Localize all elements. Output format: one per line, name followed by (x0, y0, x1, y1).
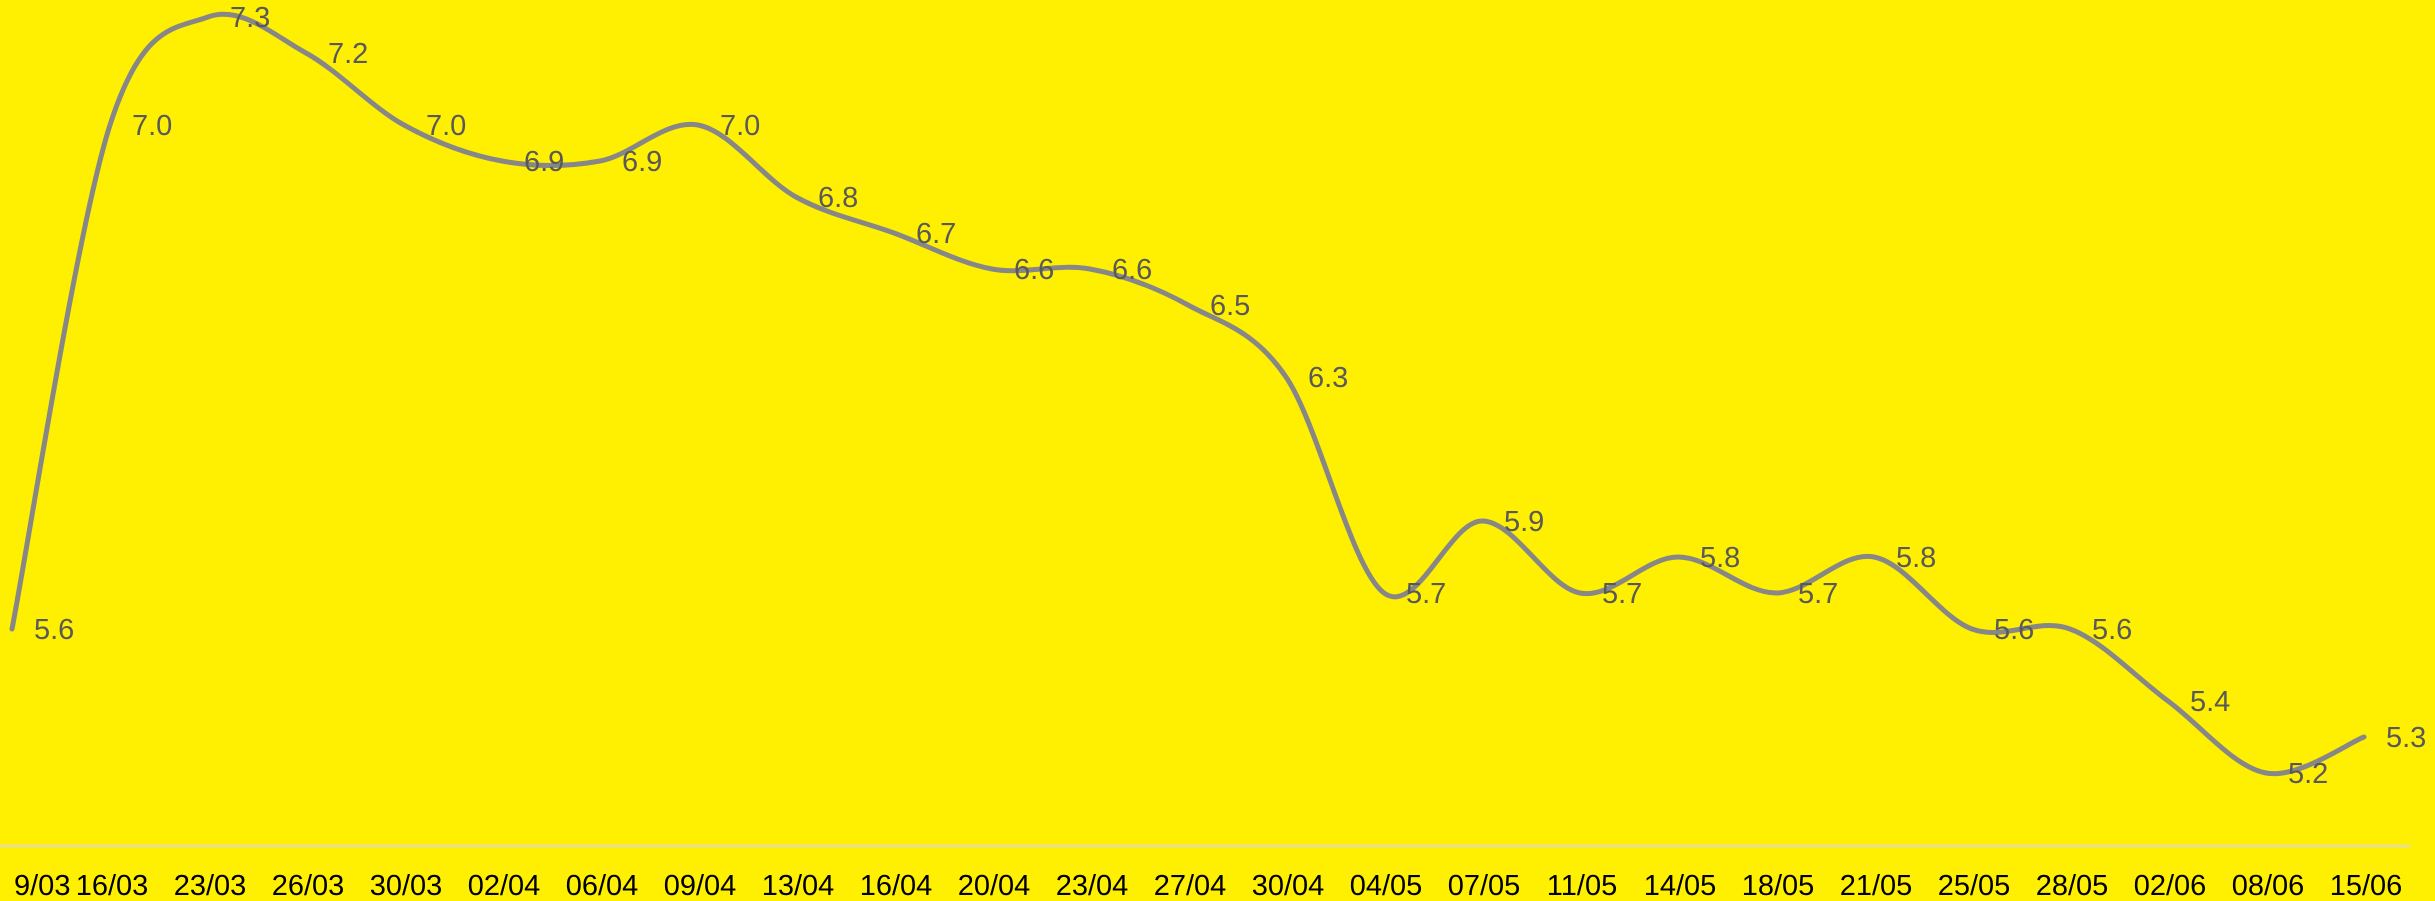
data-label: 6.5 (1210, 290, 1250, 322)
data-label: 6.3 (1308, 362, 1348, 394)
x-tick-label: 07/05 (1448, 870, 1521, 901)
data-label: 6.7 (916, 218, 956, 250)
series-line (9, 11, 2367, 777)
x-tick-label: 02/04 (468, 870, 541, 901)
x-tick-label: 06/04 (566, 870, 639, 901)
data-label: 5.9 (1504, 506, 1544, 538)
x-tick-label: 04/05 (1350, 870, 1423, 901)
x-tick-label: 02/06 (2134, 870, 2207, 901)
x-tick-label: 16/04 (860, 870, 933, 901)
data-label: 5.2 (2288, 758, 2328, 790)
x-tick-label: 16/03 (76, 870, 149, 901)
x-tick-label: 26/03 (272, 870, 345, 901)
x-tick-label: 15/06 (2330, 870, 2403, 901)
data-label: 5.6 (34, 614, 74, 646)
x-tick-label: 30/04 (1252, 870, 1325, 901)
data-label: 6.6 (1112, 254, 1152, 286)
data-label: 7.2 (328, 38, 368, 70)
data-label: 5.8 (1700, 542, 1740, 574)
data-label: 6.9 (524, 146, 564, 178)
data-labels: 5.6 7.0 7.3 7.2 7.0 6.9 6.9 7.0 6.8 6.7 6.6 6.6 6.5 6… (34, 2, 2426, 790)
data-label: 6.6 (1014, 254, 1054, 286)
data-label: 6.8 (818, 182, 858, 214)
data-label: 5.3 (2386, 722, 2426, 754)
x-tick-label: 28/05 (2036, 870, 2109, 901)
x-tick-label: 21/05 (1840, 870, 1913, 901)
x-tick-label: 9/03 (14, 870, 70, 901)
data-label: 5.7 (1406, 578, 1446, 610)
data-label: 5.4 (2190, 686, 2230, 718)
data-label: 7.3 (230, 2, 270, 34)
x-tick-label: 25/05 (1938, 870, 2011, 901)
x-tick-label: 20/04 (958, 870, 1031, 901)
x-tick-label: 27/04 (1154, 870, 1227, 901)
data-label: 5.8 (1896, 542, 1936, 574)
data-label: 7.0 (720, 110, 760, 142)
data-label: 5.6 (2092, 614, 2132, 646)
x-tick-label: 23/03 (174, 870, 247, 901)
x-tick-label: 23/04 (1056, 870, 1129, 901)
data-label: 7.0 (132, 110, 172, 142)
data-label: 5.6 (1994, 614, 2034, 646)
x-tick-label: 13/04 (762, 870, 835, 901)
x-tick-label: 09/04 (664, 870, 737, 901)
x-tick-label: 08/06 (2232, 870, 2305, 901)
data-label: 6.9 (622, 146, 662, 178)
x-tick-label: 11/05 (1547, 870, 1617, 901)
data-label: 5.7 (1602, 578, 1642, 610)
data-label: 5.7 (1798, 578, 1838, 610)
x-tick-label: 14/05 (1644, 870, 1717, 901)
data-label: 7.0 (426, 110, 466, 142)
x-tick-label: 18/05 (1742, 870, 1815, 901)
x-axis-tick-labels: 9/03 16/03 23/03 26/03 30/03 02/04 06/04 09/04 1… (14, 870, 2402, 901)
x-tick-label: 30/03 (370, 870, 443, 901)
